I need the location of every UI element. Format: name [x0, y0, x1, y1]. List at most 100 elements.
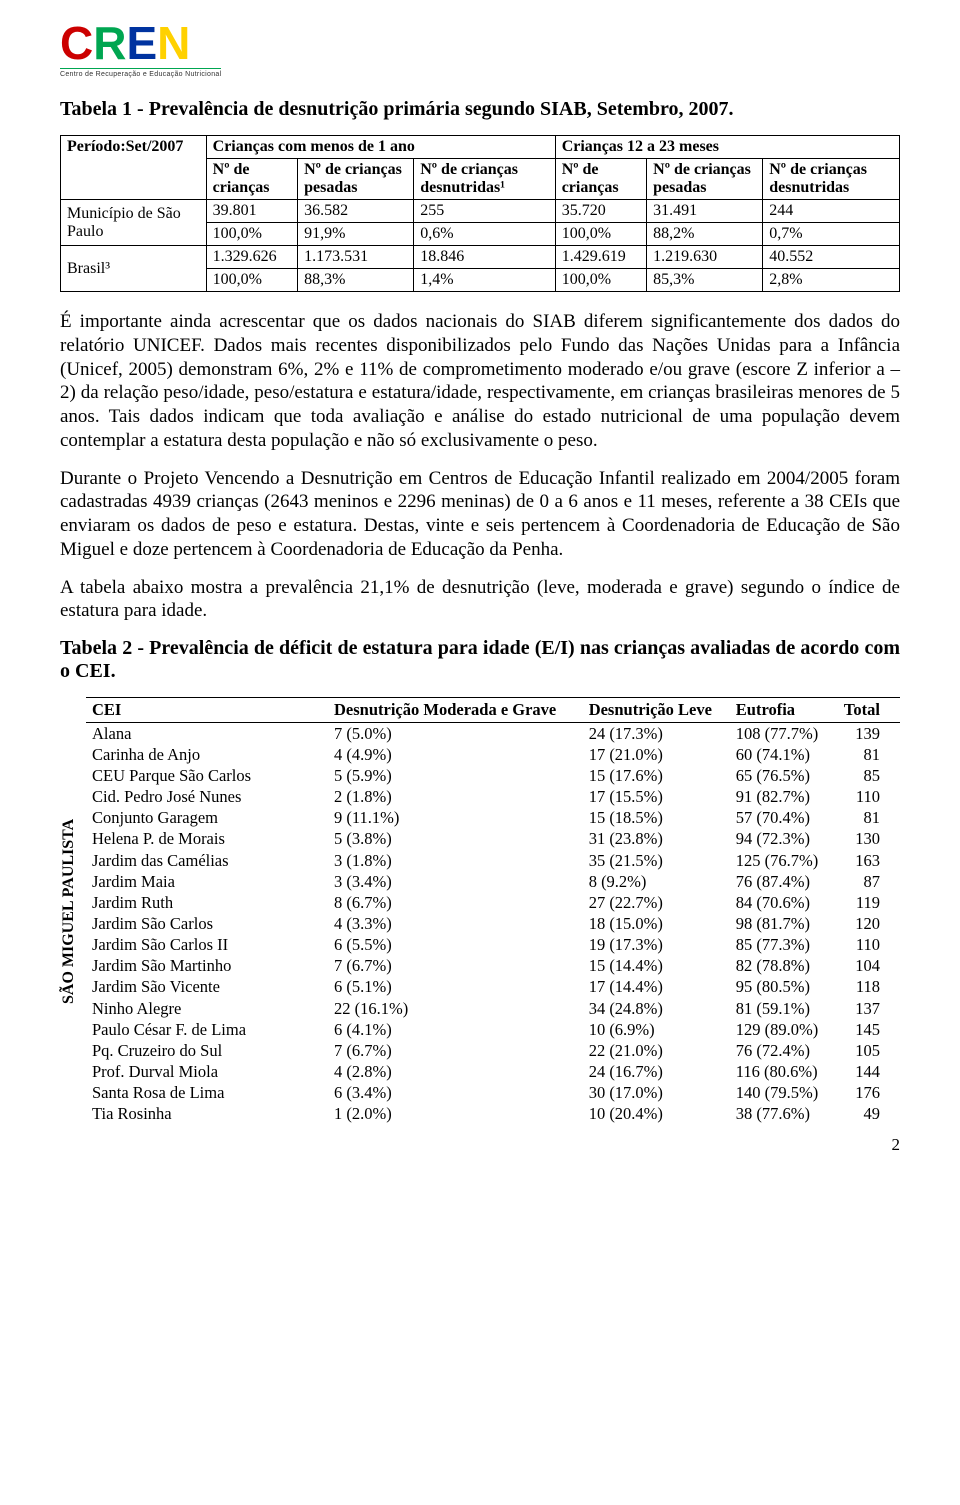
table1-title: Tabela 1 - Prevalência de desnutrição pr…: [60, 98, 900, 121]
table-row: Conjunto Garagem9 (11.1%)15 (18.5%)57 (7…: [86, 808, 900, 829]
t2-cell: 60 (74.1%): [730, 744, 833, 765]
table1: Período:Set/2007 Crianças com menos de 1…: [60, 135, 900, 292]
t2-cell: 8 (9.2%): [583, 871, 730, 892]
t1-cell: 255: [414, 200, 555, 223]
t2-cell-total: 145: [832, 1019, 900, 1040]
t1-col-header: Nº de crianças desnutridas¹: [414, 159, 555, 200]
t2-cell: 5 (5.9%): [328, 765, 583, 786]
t2-cell: 116 (80.6%): [730, 1062, 833, 1083]
t2-col-header: Desnutrição Moderada e Grave: [328, 698, 583, 723]
t2-cell: 4 (2.8%): [328, 1062, 583, 1083]
t1-cell: 100,0%: [555, 269, 646, 292]
logo-letter: R: [93, 20, 126, 66]
t2-cell-total: 110: [832, 935, 900, 956]
t2-cell: 17 (21.0%): [583, 744, 730, 765]
t2-cell-cei: Jardim das Camélias: [86, 850, 328, 871]
t2-cell: 95 (80.5%): [730, 977, 833, 998]
t2-cell-cei: Paulo César F. de Lima: [86, 1019, 328, 1040]
t2-cell: 15 (17.6%): [583, 765, 730, 786]
t2-cell: 22 (16.1%): [328, 998, 583, 1019]
t2-cell: 4 (3.3%): [328, 913, 583, 934]
t2-cell: 65 (76.5%): [730, 765, 833, 786]
t2-cell-cei: Carinha de Anjo: [86, 744, 328, 765]
t1-rowlabel: Município de São Paulo: [61, 200, 207, 246]
t2-cell: 22 (21.0%): [583, 1040, 730, 1061]
t2-cell: 15 (14.4%): [583, 956, 730, 977]
t1-cell: 35.720: [555, 200, 646, 223]
t2-cell: 129 (89.0%): [730, 1019, 833, 1040]
t2-cell: 38 (77.6%): [730, 1104, 833, 1125]
t2-cell-total: 85: [832, 765, 900, 786]
t2-cell-total: 81: [832, 744, 900, 765]
t2-col-header: Desnutrição Leve: [583, 698, 730, 723]
table2-title: Tabela 2 - Prevalência de déficit de est…: [60, 637, 900, 683]
t2-cell: 35 (21.5%): [583, 850, 730, 871]
t1-col-header: Nº de crianças pesadas: [298, 159, 414, 200]
table2: CEI Desnutrição Moderada e Grave Desnutr…: [86, 697, 900, 1125]
logo-letter: N: [157, 20, 190, 66]
logo-subtitle: Centro de Recuperação e Educação Nutrici…: [60, 68, 221, 78]
t2-cell-cei: Jardim São Vicente: [86, 977, 328, 998]
t2-cell-cei: Conjunto Garagem: [86, 808, 328, 829]
t2-cell: 6 (3.4%): [328, 1083, 583, 1104]
t2-cell: 98 (81.7%): [730, 913, 833, 934]
t2-cell: 76 (87.4%): [730, 871, 833, 892]
table2-sidelabel: SÃO MIGUEL PAULISTA: [60, 697, 78, 1125]
t1-col-header: Nº de crianças: [206, 159, 297, 200]
t2-cell: 27 (22.7%): [583, 892, 730, 913]
t2-cell: 5 (3.8%): [328, 829, 583, 850]
t2-cell-cei: Jardim Maia: [86, 871, 328, 892]
t1-rowlabel: Brasil³: [61, 246, 207, 292]
t2-cell-total: 104: [832, 956, 900, 977]
paragraph: É importante ainda acrescentar que os da…: [60, 310, 900, 453]
table-row: Prof. Durval Miola4 (2.8%)24 (16.7%)116 …: [86, 1062, 900, 1083]
t2-cell-total: 49: [832, 1104, 900, 1125]
t2-cell: 57 (70.4%): [730, 808, 833, 829]
t2-cell: 81 (59.1%): [730, 998, 833, 1019]
t2-cell: 7 (5.0%): [328, 723, 583, 745]
table-row: Jardim das Camélias3 (1.8%)35 (21.5%)125…: [86, 850, 900, 871]
t2-cell-total: 130: [832, 829, 900, 850]
t2-cell-cei: Tia Rosinha: [86, 1104, 328, 1125]
t2-cell: 8 (6.7%): [328, 892, 583, 913]
t2-cell-total: 105: [832, 1040, 900, 1061]
table-row: Carinha de Anjo4 (4.9%)17 (21.0%)60 (74.…: [86, 744, 900, 765]
t2-cell-cei: Pq. Cruzeiro do Sul: [86, 1040, 328, 1061]
t2-cell-cei: Cid. Pedro José Nunes: [86, 786, 328, 807]
t2-cell: 108 (77.7%): [730, 723, 833, 745]
t2-cell: 7 (6.7%): [328, 956, 583, 977]
t1-cell: 0,7%: [763, 223, 900, 246]
t2-cell-total: 144: [832, 1062, 900, 1083]
t1-period-header: Período:Set/2007: [61, 136, 207, 200]
t1-group1-header: Crianças com menos de 1 ano: [206, 136, 555, 159]
t2-cell-total: 163: [832, 850, 900, 871]
t2-cell-total: 137: [832, 998, 900, 1019]
table2-wrap: SÃO MIGUEL PAULISTA CEI Desnutrição Mode…: [60, 697, 900, 1125]
table-row: Jardim São Carlos4 (3.3%)18 (15.0%)98 (8…: [86, 913, 900, 934]
t2-cell: 34 (24.8%): [583, 998, 730, 1019]
paragraph: A tabela abaixo mostra a prevalência 21,…: [60, 576, 900, 624]
t2-cell: 17 (15.5%): [583, 786, 730, 807]
t2-cell: 94 (72.3%): [730, 829, 833, 850]
t2-cell: 76 (72.4%): [730, 1040, 833, 1061]
table-row: Jardim São Vicente6 (5.1%)17 (14.4%)95 (…: [86, 977, 900, 998]
t2-cell: 6 (4.1%): [328, 1019, 583, 1040]
t1-group2-header: Crianças 12 a 23 meses: [555, 136, 899, 159]
table-row: Jardim Maia3 (3.4%)8 (9.2%)76 (87.4%)87: [86, 871, 900, 892]
t2-cell-total: 119: [832, 892, 900, 913]
t2-cell: 85 (77.3%): [730, 935, 833, 956]
table-row: Paulo César F. de Lima6 (4.1%)10 (6.9%)1…: [86, 1019, 900, 1040]
table-row: Tia Rosinha1 (2.0%)10 (20.4%)38 (77.6%)4…: [86, 1104, 900, 1125]
t2-cell: 6 (5.1%): [328, 977, 583, 998]
t2-cell: 10 (6.9%): [583, 1019, 730, 1040]
logo: C R E N Centro de Recuperação e Educação…: [60, 20, 900, 78]
table-row: Helena P. de Morais5 (3.8%)31 (23.8%)94 …: [86, 829, 900, 850]
logo-letter: C: [60, 20, 93, 66]
t2-cell: 82 (78.8%): [730, 956, 833, 977]
t2-cell: 24 (16.7%): [583, 1062, 730, 1083]
t1-cell: 1.329.626: [206, 246, 297, 269]
t2-cell-total: 139: [832, 723, 900, 745]
t2-cell: 17 (14.4%): [583, 977, 730, 998]
table-row: Pq. Cruzeiro do Sul7 (6.7%)22 (21.0%)76 …: [86, 1040, 900, 1061]
t2-cell: 2 (1.8%): [328, 786, 583, 807]
